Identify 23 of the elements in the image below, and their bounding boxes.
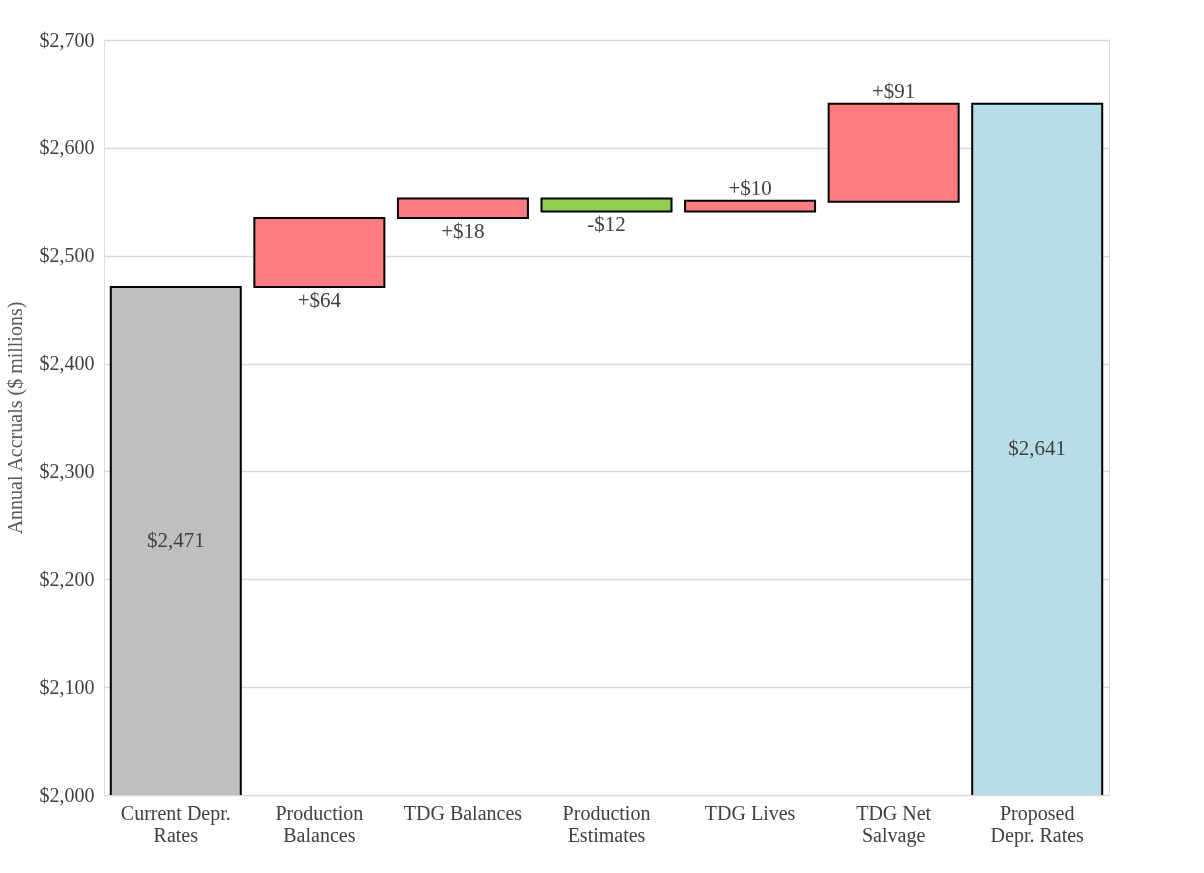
x-tick-label: Production Balances (275, 801, 364, 846)
data-label: $2,471 (146, 528, 205, 552)
y-tick-label: $2,300 (39, 459, 95, 482)
x-tick-label: Proposed Depr. Rates (990, 801, 1085, 847)
y-axis-title: Annual Accruals ($ millions) (3, 301, 27, 535)
y-tick-label: $2,600 (39, 136, 95, 159)
y-tick-label: $2,000 (39, 783, 95, 806)
data-label: +$10 (728, 175, 772, 200)
data-label: $2,641 (1008, 436, 1067, 461)
y-tick-label: $2,100 (39, 675, 95, 698)
data-label: +$18 (441, 218, 485, 243)
x-tick-label: TDG Net Salvage (856, 801, 932, 847)
x-tick-label: Current Depr. Rates (120, 801, 231, 846)
x-tick-label: TDG Lives (704, 801, 796, 824)
y-tick-label: $2,200 (39, 567, 95, 590)
x-tick-label: Production Estimates (562, 801, 651, 846)
y-tick-label: $2,700 (39, 28, 95, 51)
data-label: +$64 (297, 287, 342, 312)
y-tick-label: $2,400 (39, 352, 95, 375)
data-label: -$12 (587, 212, 626, 237)
y-tick-label: $2,500 (39, 244, 95, 267)
data-label: +$91 (871, 78, 916, 103)
x-tick-label: TDG Balances (403, 801, 523, 824)
